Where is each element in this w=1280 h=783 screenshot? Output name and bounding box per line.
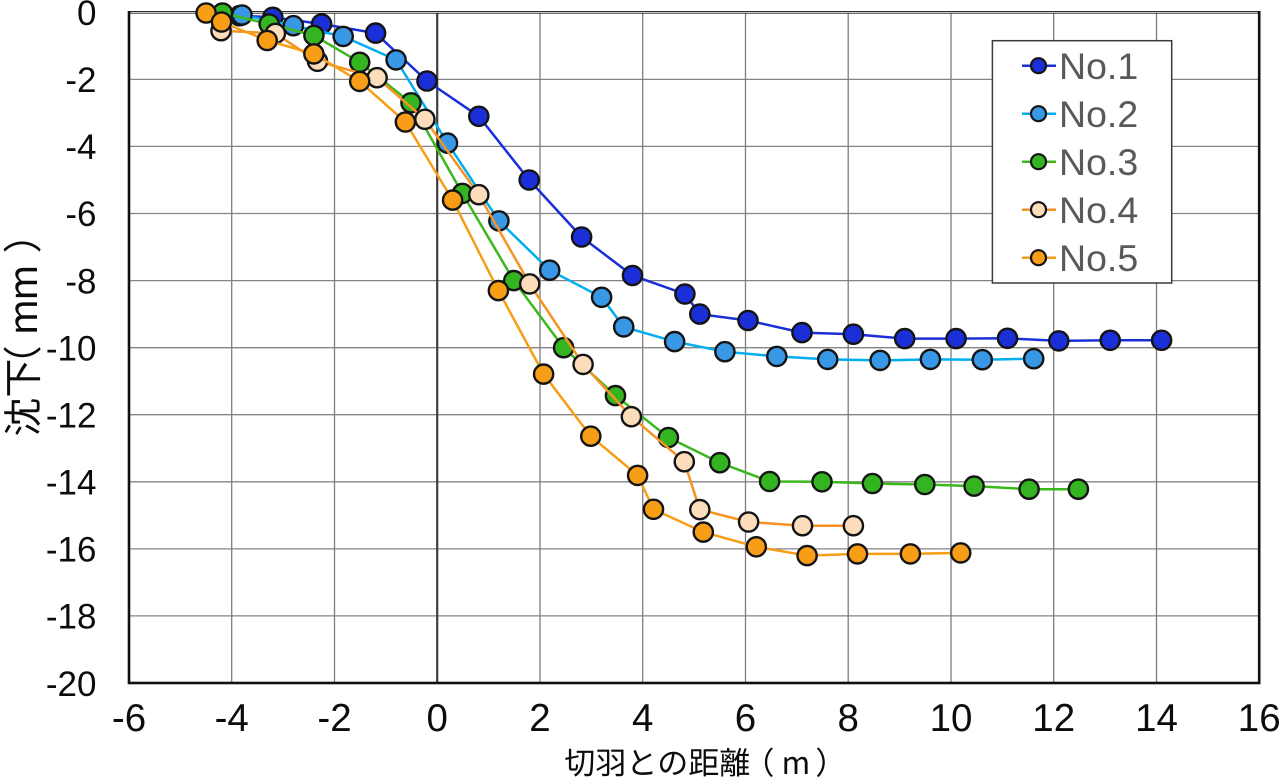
svg-text:10: 10 [930,697,973,740]
svg-text:-6: -6 [112,697,146,740]
svg-text:-6: -6 [65,195,96,234]
svg-text:-2: -2 [317,697,351,740]
svg-text:-4: -4 [65,128,96,167]
svg-text:No.5: No.5 [1059,237,1138,279]
svg-text:-4: -4 [215,697,249,740]
svg-text:0: 0 [77,0,96,33]
svg-text:-2: -2 [65,61,96,100]
svg-text:-14: -14 [46,464,97,503]
svg-text:12: 12 [1032,697,1075,740]
svg-text:-18: -18 [46,598,97,637]
svg-text:-16: -16 [46,531,97,570]
svg-text:14: 14 [1135,697,1178,740]
svg-text:16: 16 [1238,697,1280,740]
svg-text:0: 0 [426,697,447,740]
svg-text:4: 4 [632,697,653,740]
svg-text:No.4: No.4 [1059,189,1138,231]
svg-text:-10: -10 [46,329,97,368]
svg-text:No.2: No.2 [1059,93,1138,135]
svg-text:2: 2 [529,697,550,740]
svg-text:-8: -8 [65,262,96,301]
svg-text:-12: -12 [46,396,97,435]
svg-text:No.1: No.1 [1059,45,1138,87]
svg-text:8: 8 [837,697,858,740]
svg-text:-20: -20 [46,665,97,704]
svg-text:No.3: No.3 [1059,141,1138,183]
svg-text:6: 6 [735,697,756,740]
